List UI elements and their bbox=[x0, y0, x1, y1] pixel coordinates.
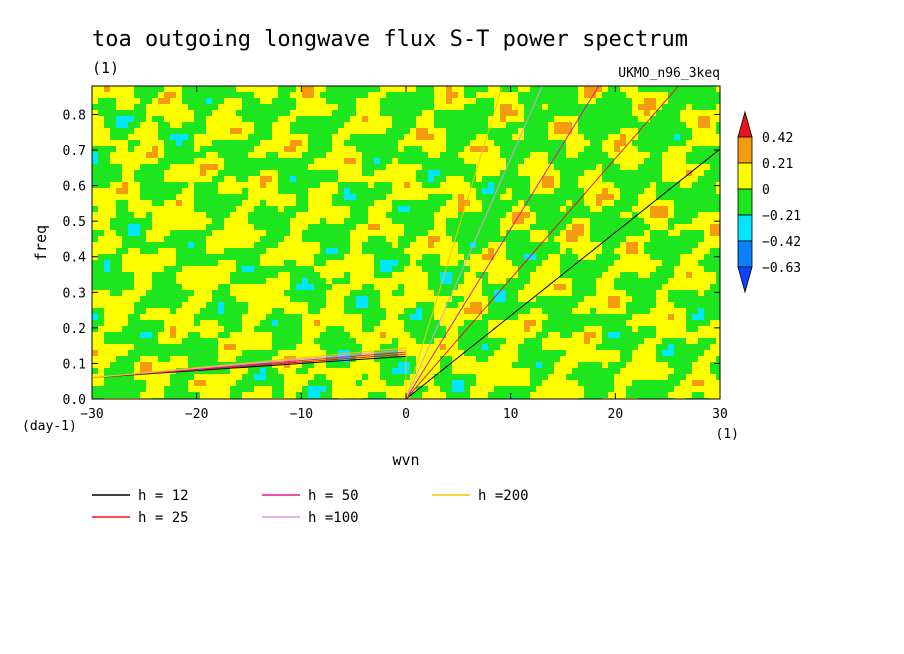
x-axis-unit: (1) bbox=[716, 427, 739, 442]
dispersion-curve-h200 bbox=[92, 86, 503, 399]
y-tick-label: 0.8 bbox=[63, 108, 86, 123]
y-axis-unit: (day-1) bbox=[22, 419, 77, 434]
legend-label: h = 12 bbox=[138, 488, 189, 504]
y-tick-label: 0.7 bbox=[63, 144, 86, 159]
colorbar-label: −0.42 bbox=[762, 235, 801, 250]
x-tick-label: 30 bbox=[712, 407, 728, 422]
legend-label: h = 25 bbox=[138, 510, 189, 526]
chart-title: toa outgoing longwave flux S-T power spe… bbox=[92, 27, 688, 52]
y-tick-label: 0.5 bbox=[63, 215, 86, 230]
x-axis-label: wvn bbox=[392, 451, 419, 469]
x-tick-label: −10 bbox=[290, 407, 313, 422]
colorbar-segment bbox=[737, 240, 753, 268]
power-heatmap bbox=[92, 86, 720, 399]
legend-label: h =100 bbox=[308, 510, 359, 526]
x-tick-label: 10 bbox=[503, 407, 519, 422]
colorbar: 0.42 0.21 0 −0.21 −0.42 −0.63 bbox=[737, 110, 801, 294]
x-tick-label: −30 bbox=[80, 407, 103, 422]
legend-label: h =200 bbox=[478, 488, 529, 504]
x-tick-label: 20 bbox=[608, 407, 624, 422]
x-axis: −30 −20 −10 0 10 20 30 bbox=[80, 86, 728, 422]
y-tick-label: 0.1 bbox=[63, 357, 86, 372]
colorbar-segment bbox=[737, 136, 753, 164]
colorbar-segment bbox=[737, 214, 753, 242]
y-axis: 0.0 0.1 0.2 0.3 0.4 0.5 0.6 0.7 0.8 bbox=[63, 108, 720, 408]
colorbar-label: −0.21 bbox=[762, 209, 801, 224]
colorbar-bottom-arrow bbox=[737, 266, 753, 294]
x-tick-label: 0 bbox=[402, 407, 410, 422]
x-tick-label: −20 bbox=[185, 407, 208, 422]
y-tick-label: 0.4 bbox=[63, 251, 87, 266]
colorbar-label: 0.21 bbox=[762, 157, 793, 172]
colorbar-label: 0 bbox=[762, 183, 770, 198]
legend: h = 12 h = 25 h = 50 h =100 h =200 bbox=[92, 488, 529, 526]
colorbar-segment bbox=[737, 188, 753, 216]
y-tick-label: 0.6 bbox=[63, 180, 86, 195]
dispersion-curves bbox=[92, 86, 720, 399]
colorbar-segment bbox=[737, 162, 753, 190]
chart-subtitle: (1) bbox=[92, 59, 119, 77]
model-label: UKMO_n96_3keq bbox=[618, 66, 720, 81]
y-tick-label: 0.3 bbox=[63, 286, 86, 301]
colorbar-top-arrow bbox=[737, 110, 753, 138]
colorbar-label: 0.42 bbox=[762, 131, 793, 146]
y-tick-label: 0.0 bbox=[63, 393, 86, 408]
legend-label: h = 50 bbox=[308, 488, 359, 504]
y-axis-label: freq bbox=[32, 225, 50, 261]
colorbar-label: −0.63 bbox=[762, 261, 801, 276]
y-tick-label: 0.2 bbox=[63, 322, 86, 337]
